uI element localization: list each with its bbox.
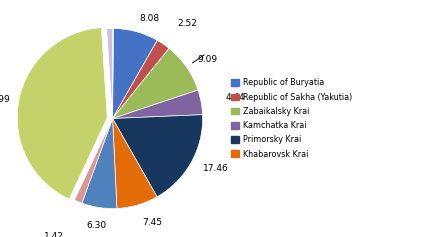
Wedge shape [17, 28, 107, 199]
Text: 41.99: 41.99 [0, 95, 11, 104]
Text: 6.30: 6.30 [86, 221, 107, 230]
Wedge shape [74, 118, 113, 203]
Legend: Republic of Buryatia, Republic of Sakha (Yakutia), Zabaikalsky Krai, Kamchatka K: Republic of Buryatia, Republic of Sakha … [229, 77, 354, 160]
Text: 1.42: 1.42 [44, 232, 64, 237]
Text: 17.46: 17.46 [203, 164, 229, 173]
Wedge shape [113, 118, 157, 209]
Text: 8.08: 8.08 [140, 14, 160, 23]
Wedge shape [113, 28, 157, 118]
Wedge shape [113, 40, 169, 118]
Wedge shape [107, 28, 113, 118]
Wedge shape [113, 90, 203, 118]
Wedge shape [82, 118, 117, 209]
Wedge shape [113, 115, 203, 197]
Text: 9.09: 9.09 [197, 55, 218, 64]
Text: 2.52: 2.52 [178, 19, 197, 28]
Text: 4.44: 4.44 [226, 93, 246, 102]
Wedge shape [113, 48, 198, 119]
Text: 7.45: 7.45 [142, 218, 163, 227]
